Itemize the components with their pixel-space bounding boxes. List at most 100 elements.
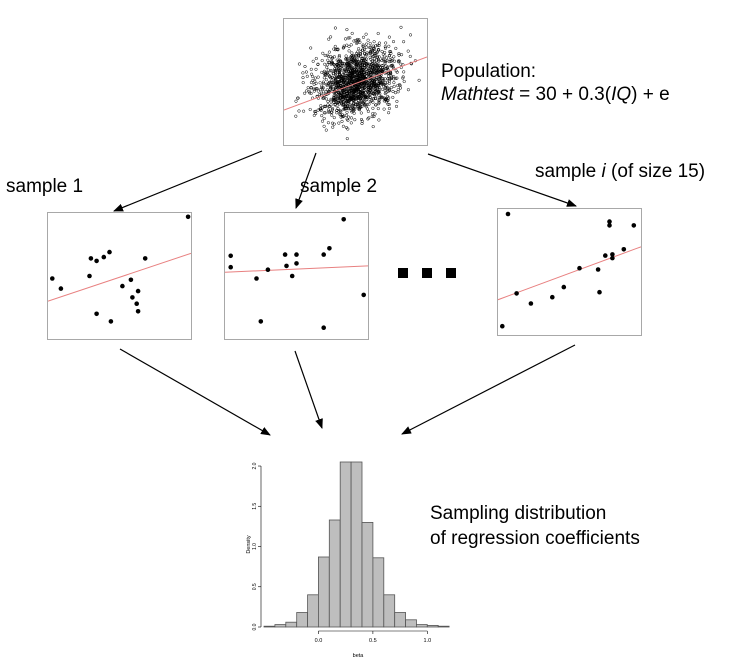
population-point [330, 121, 335, 125]
population-point [338, 108, 342, 113]
population-point [330, 113, 334, 117]
population-point [345, 110, 349, 114]
population-point [325, 63, 330, 67]
sample-point [505, 211, 511, 217]
population-point [333, 44, 337, 48]
population-point [375, 51, 379, 55]
sample-i-canvas [498, 211, 641, 329]
population-point [308, 107, 312, 112]
population-point [360, 121, 364, 126]
population-point [358, 101, 362, 106]
population-point [340, 78, 344, 82]
histogram-y-tick-label: 1.5 [252, 503, 258, 510]
population-point [369, 89, 373, 93]
population-point [367, 116, 371, 120]
population-point [329, 69, 333, 73]
population-point [318, 93, 322, 97]
population-point [372, 78, 376, 83]
population-point [354, 38, 358, 43]
population-point [371, 44, 375, 48]
population-point [331, 107, 335, 111]
histogram-bar [263, 625, 276, 628]
population-point [370, 84, 374, 88]
population-equation: Mathtest = 30 + 0.3(IQ) + e [441, 84, 670, 107]
population-point [349, 121, 353, 125]
population-point [356, 88, 360, 92]
population-point [374, 83, 378, 87]
population-point [342, 82, 347, 86]
histogram-bar [328, 519, 341, 628]
ellipsis-dot [446, 268, 456, 278]
histogram-bar [339, 461, 352, 628]
population-point [370, 115, 374, 119]
population-point [394, 104, 399, 108]
population-point [345, 73, 349, 78]
population-point [402, 70, 406, 74]
population-point [387, 111, 391, 115]
sample-i-prefix: sample [535, 161, 602, 182]
population-point [339, 90, 343, 94]
population-point [347, 49, 351, 53]
population-point [377, 102, 381, 106]
population-point [393, 91, 398, 95]
population-point [324, 78, 328, 82]
population-point [376, 69, 380, 73]
population-point [342, 100, 346, 104]
sample-point [607, 219, 612, 224]
population-point [377, 59, 381, 63]
population-point [332, 100, 336, 104]
population-point [344, 54, 348, 58]
population-point [396, 88, 400, 92]
population-point [322, 71, 326, 75]
population-point [368, 45, 372, 49]
population-point [355, 41, 359, 45]
population-point [361, 48, 365, 52]
population-point [329, 35, 333, 39]
population-point [321, 51, 325, 55]
population-point [371, 125, 375, 129]
population-point [346, 99, 350, 103]
population-point [304, 70, 308, 74]
population-point [367, 62, 371, 66]
population-point [387, 106, 391, 111]
population-point [342, 90, 346, 95]
population-point [387, 71, 391, 75]
population-point [338, 72, 342, 76]
population-point [320, 58, 324, 63]
population-point [368, 95, 372, 99]
population-point [333, 78, 338, 82]
population-point [373, 84, 377, 88]
population-point [359, 117, 364, 122]
population-point [332, 47, 336, 51]
population-point [309, 91, 313, 95]
population-point [374, 103, 378, 107]
population-point [408, 54, 412, 58]
sample-point [610, 255, 615, 261]
population-point [392, 75, 396, 79]
population-point [373, 67, 377, 71]
population-point [352, 102, 356, 106]
population-point [322, 81, 326, 86]
population-point [342, 44, 346, 48]
population-point [377, 118, 381, 122]
population-point [383, 61, 387, 65]
population-equation-variable: Mathtest [441, 83, 514, 105]
population-point [354, 51, 359, 55]
population-point [383, 46, 388, 50]
population-point [340, 119, 344, 123]
population-point [341, 75, 345, 79]
population-point [355, 68, 359, 72]
population-point [363, 94, 367, 98]
population-point [322, 124, 326, 128]
population-point [381, 57, 385, 62]
population-point [329, 103, 333, 107]
population-point [372, 97, 376, 101]
population-point [392, 81, 396, 85]
population-point [361, 97, 365, 101]
population-point [319, 107, 323, 111]
population-point [333, 67, 337, 71]
population-point [312, 82, 316, 86]
population-point [373, 54, 377, 58]
population-point [329, 97, 333, 101]
population-point [372, 92, 376, 96]
